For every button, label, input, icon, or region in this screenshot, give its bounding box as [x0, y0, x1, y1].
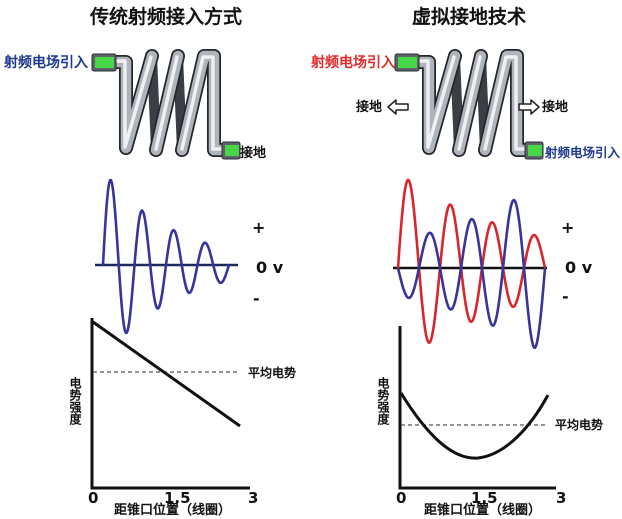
x-tick-virtual-2: 3	[556, 489, 567, 507]
title-virtual-ground: 虚拟接地技术	[412, 6, 527, 28]
feed-label-virtual-top: 射频电场引入	[311, 55, 395, 71]
x-axis-label-virtual: 距锥口位置（线圈）	[424, 503, 542, 518]
ground-connector-tab	[225, 145, 239, 156]
coil-traditional	[110, 56, 228, 150]
feed-connector-tab-top	[398, 57, 417, 68]
ground-label-virtual-right: 接地	[542, 100, 569, 115]
feed-label-traditional: 射频电场引入	[4, 55, 88, 71]
wave-plus-label-virtual: +	[561, 218, 575, 237]
y-axis-label-traditional: 电势强度	[68, 377, 82, 425]
outlined-right-arrow-icon	[518, 99, 540, 115]
wave-zero-label-traditional: 0 v	[256, 258, 284, 277]
wave-zero-label-virtual: 0 v	[565, 258, 593, 277]
potential-axes-traditional	[90, 318, 250, 490]
outlined-left-arrow-icon	[387, 99, 409, 115]
x-tick-traditional-1: 1.5	[164, 489, 191, 507]
feed-label-virtual-bottom: 射频电场引入	[545, 145, 621, 160]
x-tick-virtual-1: 1.5	[471, 489, 498, 507]
feed-connector-tab-bottom	[528, 145, 542, 156]
x-tick-traditional-2: 3	[248, 489, 259, 507]
damped-wave-blue	[101, 178, 231, 335]
wave-red	[396, 178, 547, 345]
x-tick-virtual-0: 0	[396, 489, 407, 507]
wave-minus-label-virtual: -	[562, 287, 569, 306]
wave-minus-label-traditional: -	[253, 289, 260, 308]
x-axis-label-traditional: 距锥口位置（线圈）	[114, 503, 232, 518]
ground-label-virtual-left: 接地	[356, 100, 383, 115]
coil-virtual-ground	[413, 56, 531, 150]
feed-connector-tab	[95, 57, 114, 68]
average-potential-label-traditional: 平均电势	[248, 366, 297, 380]
y-axis-label-virtual: 电势强度	[376, 377, 390, 425]
potential-curve-traditional	[92, 320, 241, 428]
potential-curve-virtual	[399, 392, 550, 460]
average-potential-label-virtual: 平均电势	[555, 418, 604, 432]
wave-blue	[396, 198, 547, 350]
wave-plus-label-traditional: +	[252, 218, 266, 237]
title-traditional: 传统射频接入方式	[90, 6, 243, 28]
ground-label-traditional: 接地	[240, 146, 267, 161]
x-tick-traditional-0: 0	[88, 489, 99, 507]
potential-axes-virtual	[398, 326, 556, 490]
